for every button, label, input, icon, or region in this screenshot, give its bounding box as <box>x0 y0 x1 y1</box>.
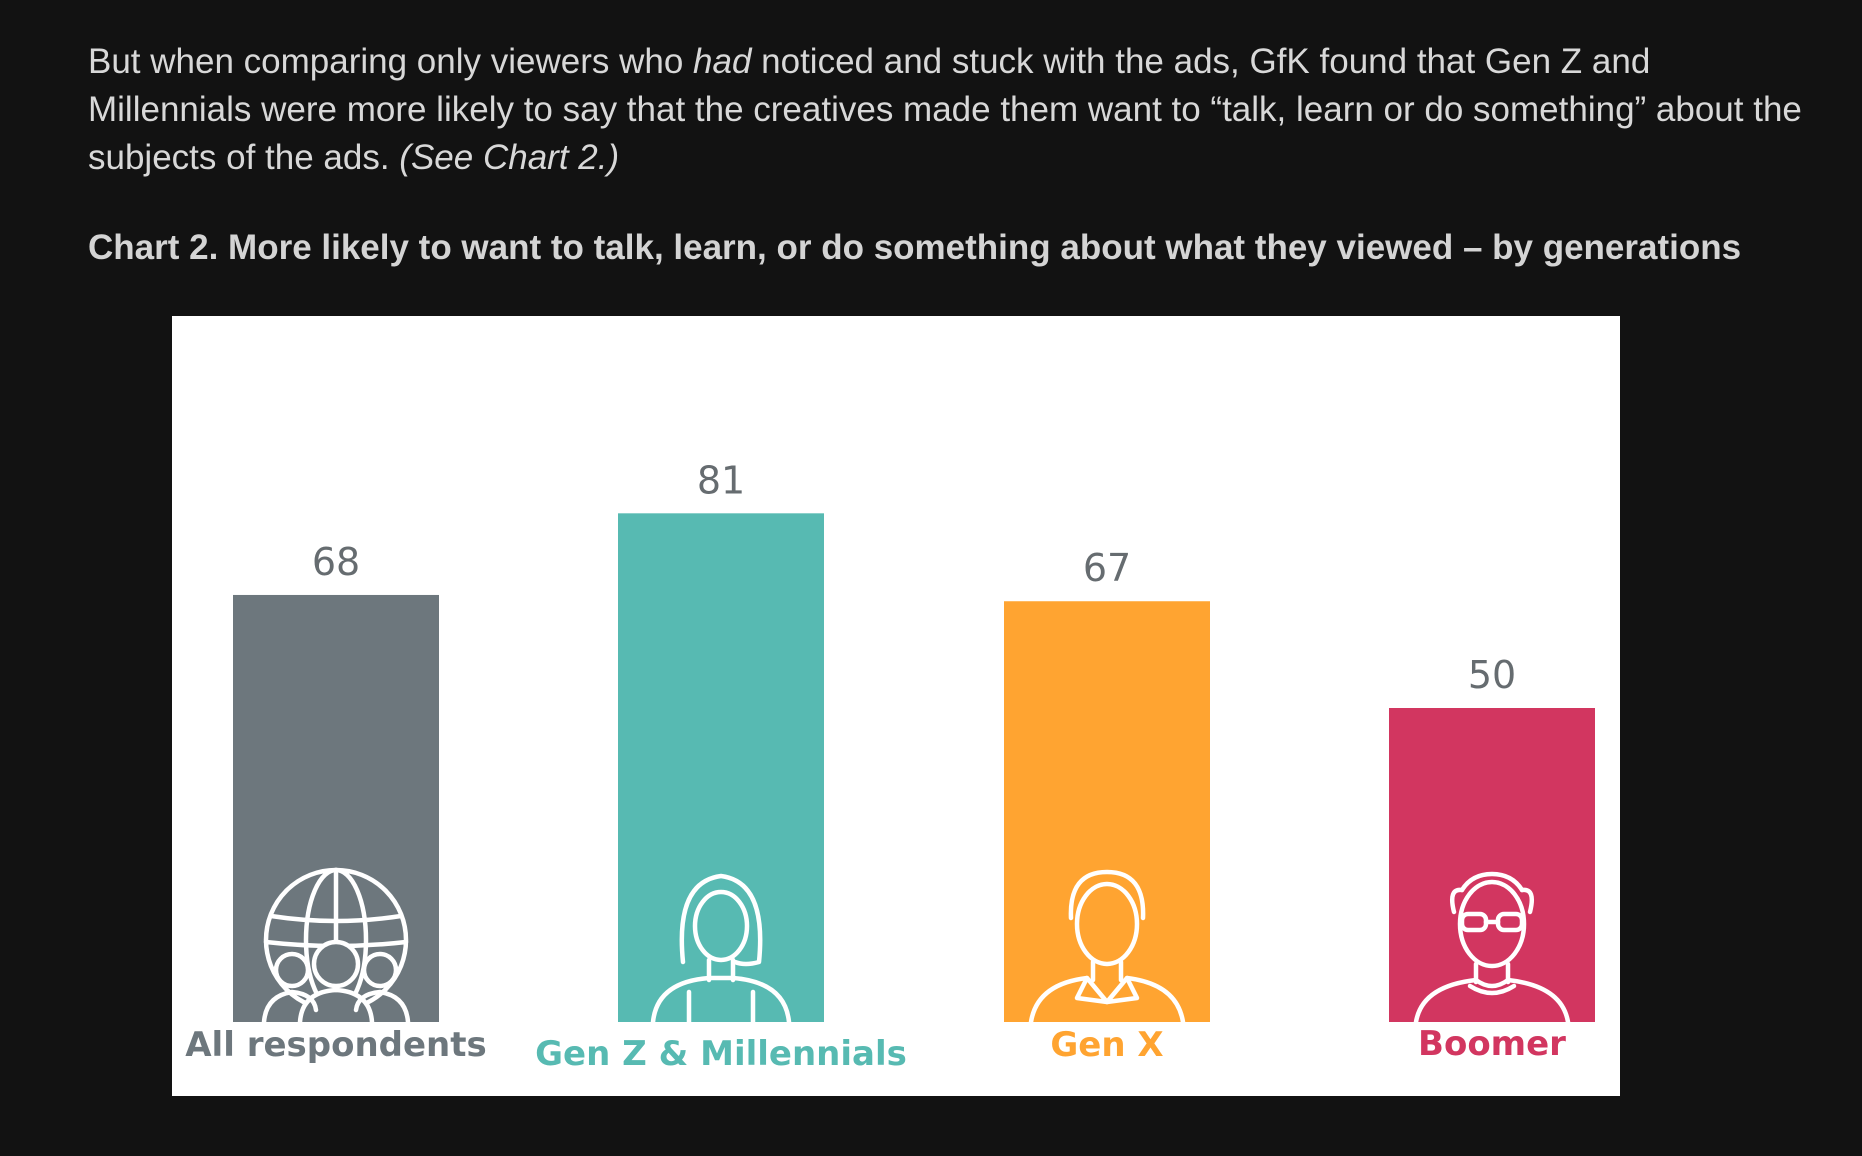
value-label-all-respondents: 68 <box>312 540 360 584</box>
chart-reference: (See Chart 2.) <box>399 138 620 177</box>
category-label-boomer: Boomer <box>1418 1024 1566 1064</box>
intro-text-2: noticed and stuck with the ads, GfK foun… <box>88 42 1802 177</box>
group-globe-icon <box>261 867 411 1025</box>
value-label-gen-z-millennials: 81 <box>697 458 745 502</box>
elderly-man-glasses-icon <box>1413 871 1571 1025</box>
value-label-gen-x: 67 <box>1083 546 1131 590</box>
category-label-gen-x: Gen X <box>1050 1025 1163 1065</box>
bar-gen-x <box>1004 601 1210 1022</box>
bar-chart: 68 All respondents 81 Gen Z & Millennials 67… <box>185 458 1595 1074</box>
man-collar-icon <box>1028 869 1186 1025</box>
intro-emphasis: had <box>693 42 752 81</box>
chart-panel: 68 All respondents 81 Gen Z & Millennials 67… <box>172 316 1620 1096</box>
bar-gen-z-millennials <box>618 513 824 1022</box>
intro-text-1: But when comparing only viewers who <box>88 42 694 81</box>
category-label-all-respondents: All respondents <box>185 1025 487 1065</box>
bar-boomer <box>1389 708 1595 1022</box>
category-label-gen-z-millennials: Gen Z & Millennials <box>535 1034 907 1074</box>
young-woman-icon <box>650 873 792 1025</box>
value-label-boomer: 50 <box>1468 653 1516 697</box>
chart-title: Chart 2. More likely to want to talk, le… <box>88 228 1742 267</box>
intro-paragraph: But when comparing only viewers who had … <box>88 38 1808 182</box>
